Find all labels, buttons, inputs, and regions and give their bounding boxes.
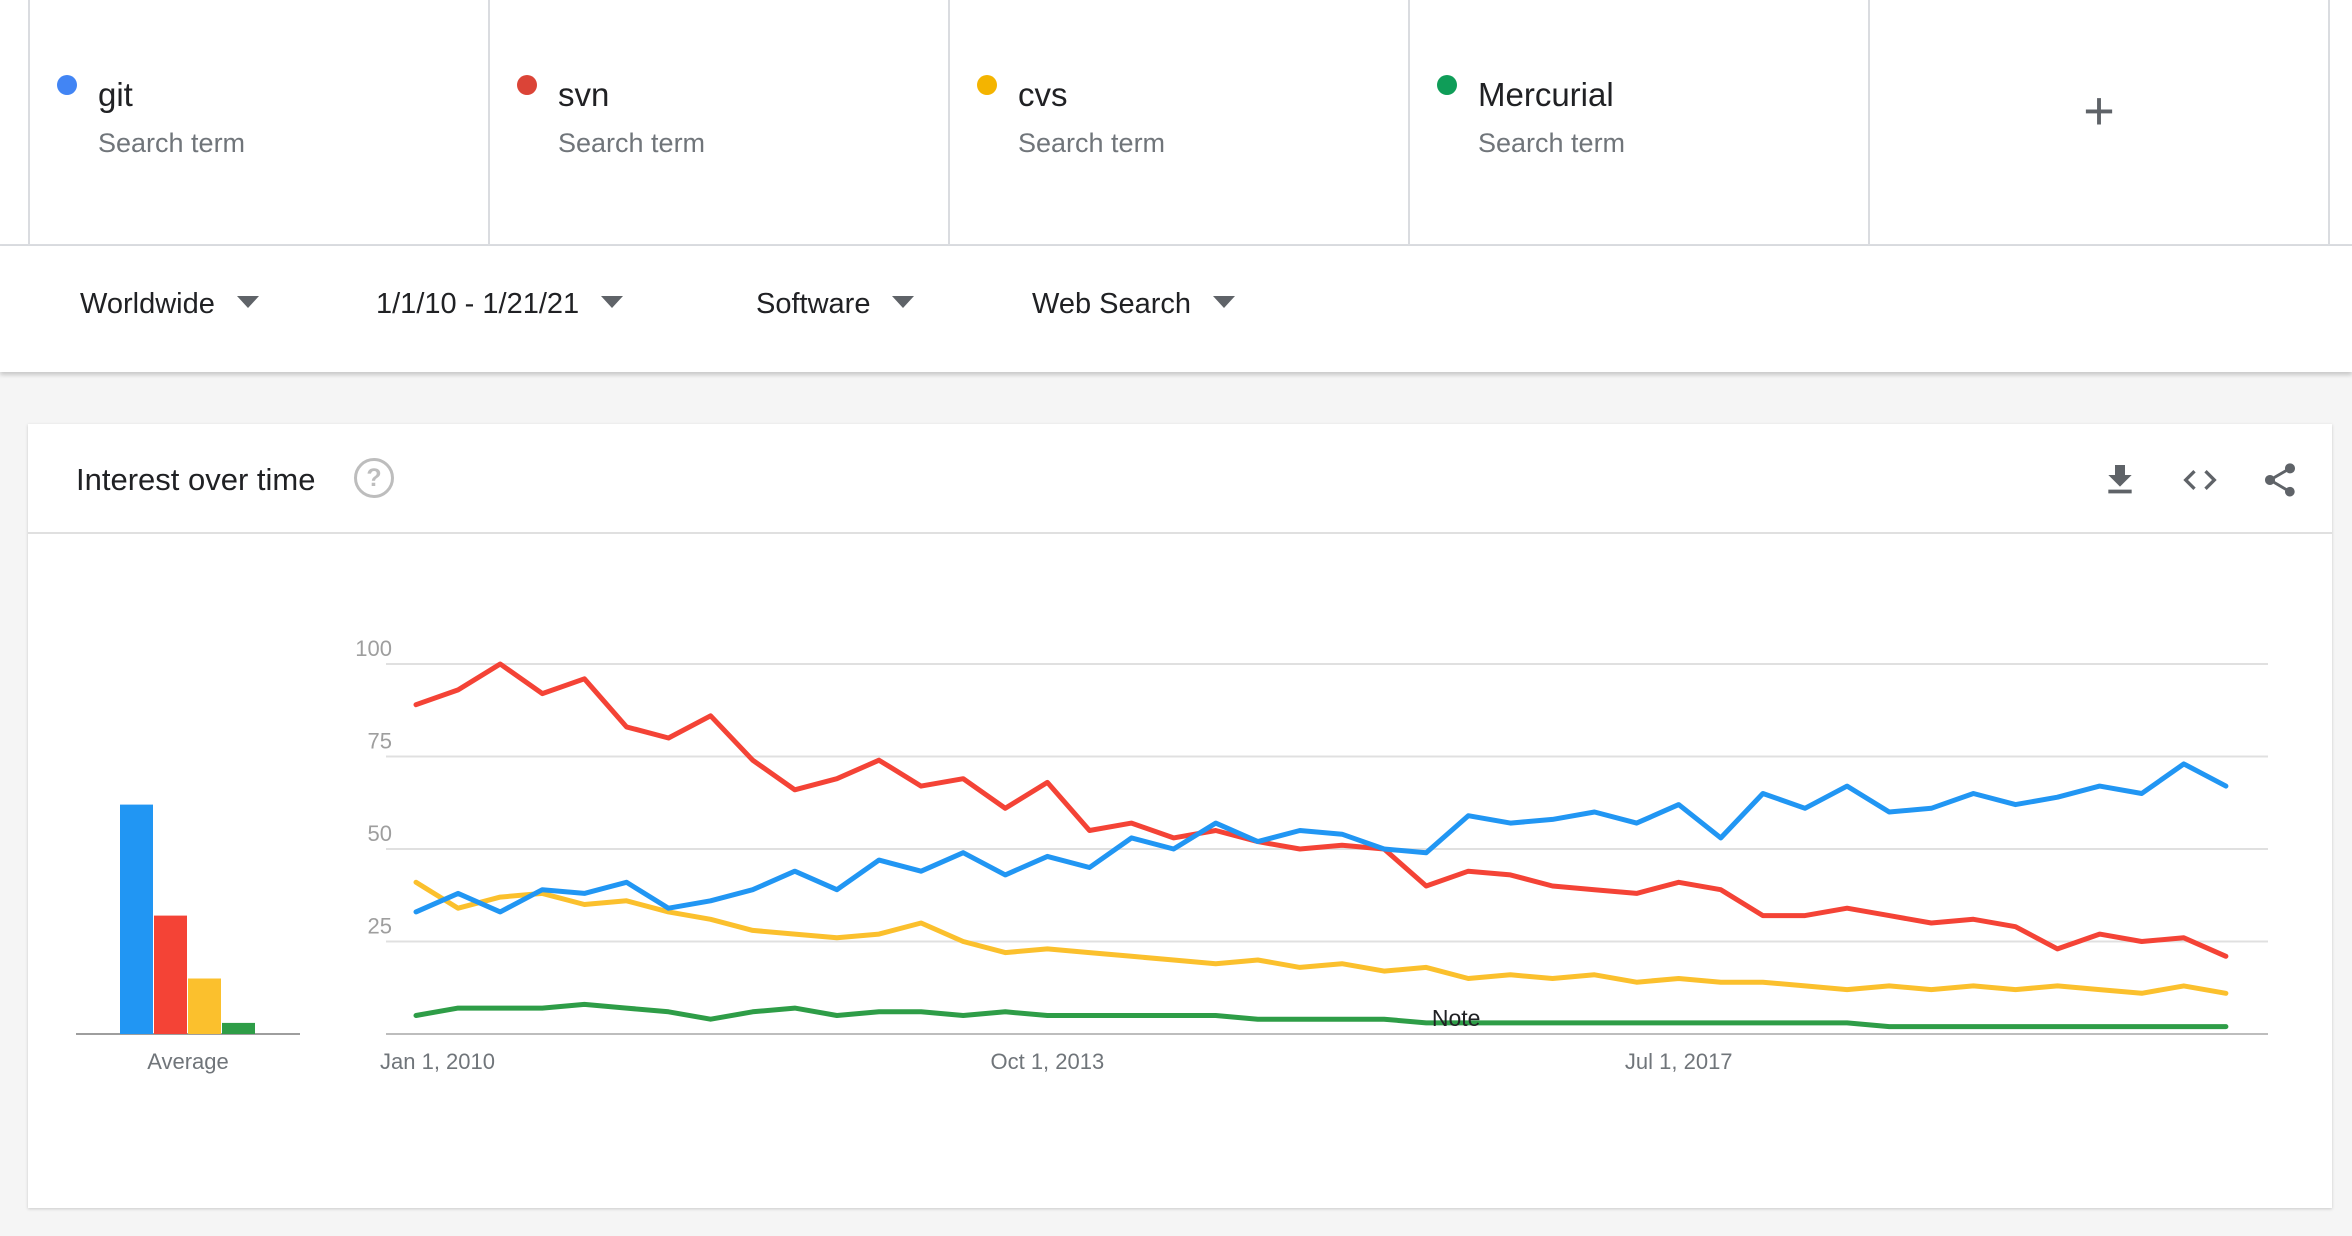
search-terms-bar: git Search term svn Search term cvs Sear…: [0, 0, 2352, 246]
plus-icon: +: [2083, 81, 2115, 141]
series-line-mercurial[interactable]: [413, 1001, 2229, 1030]
caret-down-icon: [601, 296, 624, 308]
term-type: Search term: [1018, 128, 1166, 158]
category-value: Software: [756, 288, 871, 320]
region-value: Worldwide: [80, 288, 215, 320]
series-line-cvs[interactable]: [413, 879, 2229, 996]
search-type-value: Web Search: [1032, 288, 1192, 320]
series-color-dot: [57, 75, 77, 95]
date-range-dropdown[interactable]: 1/1/10 - 1/21/21: [376, 288, 624, 321]
term-type: Search term: [98, 128, 246, 158]
series-line-git[interactable]: [413, 761, 2229, 915]
term-name: cvs: [1018, 76, 1068, 113]
add-comparison-button[interactable]: +: [1868, 0, 2330, 244]
y-tick-label: 75: [368, 729, 392, 754]
caret-down-icon: [892, 296, 915, 308]
y-tick-label: 50: [368, 821, 392, 846]
date-range-value: 1/1/10 - 1/21/21: [376, 288, 580, 320]
term-card-mercurial[interactable]: Mercurial Search term: [1408, 0, 1868, 244]
embed-code-icon[interactable]: [2180, 460, 2220, 500]
series-color-dot: [977, 75, 997, 95]
term-name: svn: [558, 76, 610, 113]
interest-chart: 25 50 75 100 Jan 1, 2010 Oct 1, 2013 Jul 1, 20…: [76, 636, 2268, 1074]
term-name: Mercurial: [1478, 76, 1614, 113]
term-card-git[interactable]: git Search term: [28, 0, 488, 244]
term-name: git: [98, 76, 133, 113]
term-type: Search term: [1478, 128, 1626, 158]
average-bar-cvs: [188, 978, 221, 1034]
x-tick-label: Jan 1, 2010: [380, 1049, 495, 1074]
term-type: Search term: [558, 128, 706, 158]
category-dropdown[interactable]: Software: [756, 288, 915, 321]
y-tick-label: 25: [368, 914, 392, 939]
series-color-dot: [517, 75, 537, 95]
interest-over-time-card: Interest over time ? 25 50 75 100 Jan 1, 201…: [28, 424, 2332, 1208]
region-dropdown[interactable]: Worldwide: [80, 288, 259, 321]
help-icon[interactable]: ?: [354, 458, 394, 498]
note-annotation[interactable]: Note: [1432, 1005, 1481, 1031]
term-card-cvs[interactable]: cvs Search term: [948, 0, 1408, 244]
term-card-svn[interactable]: svn Search term: [488, 0, 948, 244]
y-tick-label: 100: [355, 636, 392, 661]
caret-down-icon: [236, 296, 259, 308]
average-bar-mercurial: [222, 1022, 255, 1034]
x-tick-label: Oct 1, 2013: [990, 1049, 1104, 1074]
filter-bar: Worldwide 1/1/10 - 1/21/21 Software Web …: [0, 246, 2352, 372]
series-line-svn[interactable]: [413, 661, 2229, 959]
x-tick-label: Jul 1, 2017: [1625, 1049, 1733, 1074]
card-header: Interest over time ?: [28, 424, 2332, 534]
card-title: Interest over time: [76, 462, 316, 497]
series-color-dot: [1437, 75, 1457, 95]
share-icon[interactable]: [2260, 460, 2300, 500]
search-type-dropdown[interactable]: Web Search: [1032, 288, 1236, 321]
average-bar-git: [120, 804, 153, 1034]
average-label: Average: [147, 1049, 229, 1074]
caret-down-icon: [1213, 296, 1236, 308]
download-icon[interactable]: [2100, 460, 2140, 500]
average-bar-svn: [154, 915, 187, 1034]
